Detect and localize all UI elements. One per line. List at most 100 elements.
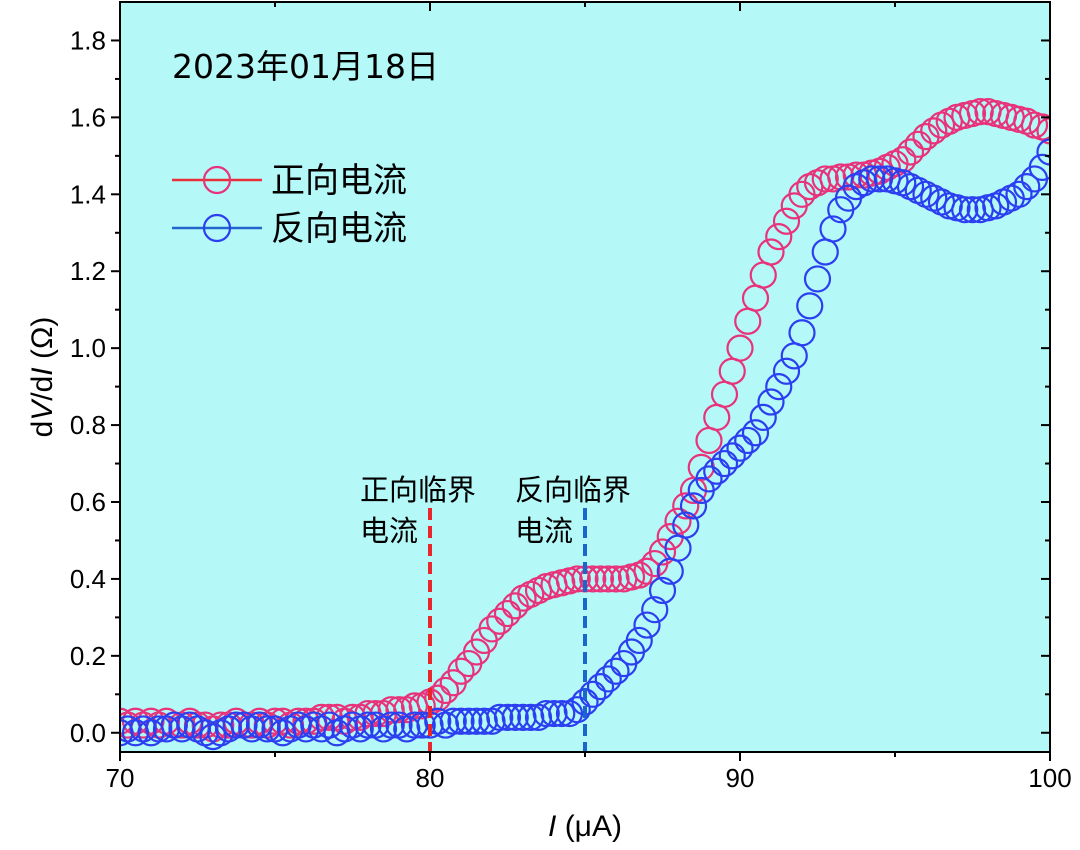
legend-marker-reverse-current (202, 213, 232, 243)
forward-current-point (811, 165, 839, 193)
series-layer (120, 98, 1050, 751)
reverse-current-point (641, 596, 669, 624)
forward-current-point (447, 657, 475, 685)
x-tick-label: 100 (1028, 763, 1071, 793)
y-tick-label: 0.0 (70, 718, 106, 748)
x-tick-label: 80 (416, 763, 445, 793)
reverse-current-point (253, 715, 281, 743)
forward-current-point (920, 117, 948, 145)
forward-current-point (966, 98, 994, 126)
reverse-current-point (501, 703, 529, 731)
reverse-critical-current-label: 反向临界 (515, 473, 631, 507)
series-reverse-current (120, 138, 1050, 751)
legend-item-reverse-current: 反向电流 (172, 209, 407, 249)
y-tick-label: 0.2 (70, 641, 106, 671)
reverse-current-point (672, 511, 700, 539)
reverse-current-point (1028, 153, 1050, 181)
reverse-current-point (455, 707, 483, 735)
reverse-current-point (648, 576, 677, 605)
y-tick-label: 1.0 (70, 333, 106, 363)
forward-current-point (594, 565, 622, 593)
legend-marker-forward-current (202, 165, 232, 195)
reverse-current-point (679, 492, 708, 520)
forward-current-point (586, 565, 615, 593)
legend-label-forward-current: 正向电流 (271, 161, 407, 201)
forward-critical-current-label: 正向临界 (360, 473, 476, 507)
reverse-current-point (633, 611, 661, 639)
legend: 正向电流 反向电流 (172, 161, 407, 249)
reverse-current-point (586, 673, 615, 701)
reverse-current-point (470, 707, 498, 735)
forward-current-point (377, 696, 405, 724)
reverse-current-point (703, 457, 731, 485)
reverse-current-point (865, 165, 894, 193)
reverse-current-point (532, 699, 560, 728)
reverse-current-point (951, 196, 979, 224)
forward-current-point (493, 599, 522, 628)
y-tick-label: 1.2 (70, 256, 106, 286)
reverse-current-point (718, 442, 746, 470)
y-tick-label: 0.8 (70, 410, 106, 440)
reverse-current-point (695, 465, 723, 493)
reverse-current-point (772, 357, 801, 385)
forward-current-point (765, 223, 793, 251)
reverse-current-point (625, 626, 653, 655)
reverse-current-point (710, 449, 739, 478)
x-axis-label: I (μA) (548, 810, 622, 843)
reverse-current-point (517, 703, 545, 731)
reverse-current-point (803, 265, 832, 293)
forward-current-point (1036, 117, 1050, 145)
forward-current-point (672, 492, 700, 520)
reverse-current-point (726, 434, 754, 462)
reverse-current-point (563, 696, 591, 724)
forward-current-point (602, 565, 630, 593)
reverse-current-point (145, 715, 173, 743)
x-tick-label: 90 (726, 763, 755, 793)
reverse-current-point (493, 703, 522, 731)
reverse-current-point (958, 196, 987, 224)
y-tick-label: 0.6 (70, 487, 106, 517)
reverse-current-point (1005, 180, 1033, 208)
reverse-current-point (540, 699, 568, 728)
reverse-current-point (509, 703, 537, 731)
y-tick-label: 1.8 (70, 25, 106, 55)
forward-current-point (896, 138, 925, 166)
reverse-current-point (819, 215, 847, 243)
forward-current-point (385, 696, 413, 724)
forward-current-point (424, 684, 452, 712)
reverse-current-point (439, 707, 467, 735)
legend-label-reverse-current: 反向电流 (271, 209, 407, 249)
reverse-current-point (1013, 173, 1041, 201)
forward-current-point (726, 334, 754, 362)
forward-current-point (904, 130, 932, 158)
forward-critical-current-label: 电流 (360, 514, 418, 548)
reverse-current-point (548, 699, 576, 728)
reverse-current-point (749, 403, 777, 431)
axes-layer: 70 80 90 100 0.0 0.2 0.4 0.6 0.8 1.0 1.2 1.4 1.6 1.8 (70, 2, 1072, 793)
reverse-current-point (788, 319, 816, 347)
forward-current-point (486, 607, 514, 635)
reverse-current-point (594, 665, 622, 693)
y-tick-label: 1.6 (70, 102, 106, 132)
reverse-current-point (377, 711, 405, 739)
reverse-current-point (858, 165, 886, 193)
reverse-current-point (120, 719, 134, 747)
y-axis-label: dV/dI (Ω) (26, 317, 59, 438)
reverse-current-point (354, 711, 382, 739)
reverse-current-point (408, 711, 436, 739)
reverse-critical-current-label: 电流 (515, 514, 573, 548)
reverse-current-point (734, 426, 762, 455)
forward-current-point (579, 565, 607, 593)
reverse-current-point (315, 711, 343, 739)
forward-current-point (648, 538, 677, 566)
reverse-current-point (796, 292, 824, 320)
reverse-current-point (757, 388, 785, 416)
reverse-current-point (602, 657, 630, 685)
reverse-current-point (462, 707, 491, 735)
reverse-current-point (579, 680, 607, 708)
reverse-current-point (222, 711, 250, 739)
forward-current-point (563, 565, 591, 593)
reverse-current-point (447, 707, 475, 735)
